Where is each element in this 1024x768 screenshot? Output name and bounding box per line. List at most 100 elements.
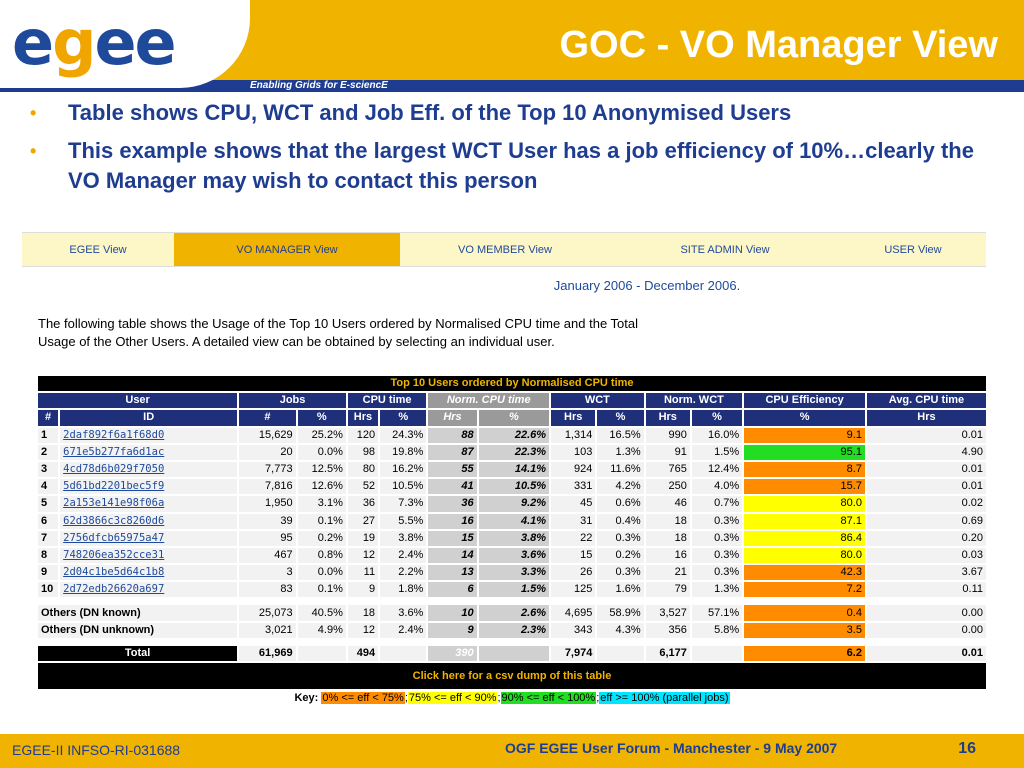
cell-cpu: 12 bbox=[347, 547, 379, 564]
cell-avg-cpu: 0.03 bbox=[866, 547, 986, 564]
cell-avg-cpu: 3.67 bbox=[866, 565, 986, 581]
cell-avg-cpu: 0.01 bbox=[866, 427, 986, 443]
cell-ncpu-pct: 14.1% bbox=[478, 461, 550, 478]
cell-jobs-pct: 0.1% bbox=[297, 513, 346, 529]
total-jobs: 61,969 bbox=[239, 645, 296, 661]
header-user: User bbox=[38, 393, 238, 409]
user-id-link[interactable]: 2a153e141e98f06a bbox=[60, 496, 238, 512]
cell-avg-cpu: 4.90 bbox=[866, 444, 986, 460]
total-row: Total 61,969 494 390 7,974 6,177 6.2 0.01 bbox=[38, 645, 986, 661]
user-id-link[interactable]: 4cd78d6b029f7050 bbox=[60, 461, 238, 478]
bullet-icon: • bbox=[30, 141, 37, 161]
cell-ncpu-pct: 3.6% bbox=[478, 547, 550, 564]
cell-cpu-pct: 5.5% bbox=[380, 513, 427, 529]
cell-avg-cpu: 0.02 bbox=[866, 496, 986, 512]
bullet-item: • This example shows that the largest WCT… bbox=[30, 136, 1010, 196]
tab-egee-view[interactable]: EGEE View bbox=[69, 243, 127, 256]
cell-nwct-pct: 0.3% bbox=[691, 513, 743, 529]
cell-nwct-pct: 0.3% bbox=[691, 530, 743, 546]
cell-wct-pct: 0.2% bbox=[597, 547, 644, 564]
user-id-link[interactable]: 2d04c1be5d64c1b8 bbox=[60, 565, 238, 581]
page-number: 16 bbox=[958, 740, 976, 757]
cell-nwct-pct: 4.0% bbox=[691, 479, 743, 495]
cell-efficiency: 9.1 bbox=[744, 427, 865, 443]
user-id-link[interactable]: 62d3866c3c8260d6 bbox=[60, 513, 238, 529]
tab-vo-member-view[interactable]: VO MEMBER View bbox=[458, 243, 552, 256]
subheader-avg-hrs: Hrs bbox=[866, 410, 986, 426]
cell-ncpu: 13 bbox=[428, 565, 477, 581]
user-id-link[interactable]: 2756dfcb65975a47 bbox=[60, 530, 238, 546]
key-swatch: 90% <= eff < 100% bbox=[500, 692, 597, 705]
row-rank: 7 bbox=[38, 530, 59, 546]
cell-nwct-pct: 57.1% bbox=[691, 605, 743, 621]
egee-logo-text: egee bbox=[12, 6, 177, 79]
subheader-cpu-hrs: Hrs bbox=[347, 410, 379, 426]
others-label: Others (DN unknown) bbox=[38, 622, 238, 638]
cell-cpu-pct: 2.2% bbox=[380, 565, 427, 581]
cell-jobs: 467 bbox=[239, 547, 296, 564]
cell-jobs-pct: 0.1% bbox=[297, 582, 346, 598]
cell-ncpu: 6 bbox=[428, 582, 477, 598]
cell-wct: 45 bbox=[551, 496, 596, 512]
user-id-link[interactable]: 5d61bd2201bec5f9 bbox=[60, 479, 238, 495]
cell-jobs-pct: 0.2% bbox=[297, 530, 346, 546]
key-label: Key: bbox=[294, 692, 319, 705]
cell-jobs: 3,021 bbox=[239, 622, 296, 638]
row-gap bbox=[38, 599, 986, 604]
cell-nwct: 18 bbox=[645, 513, 690, 529]
cell-efficiency: 42.3 bbox=[744, 565, 865, 581]
table-row: 1 2daf892f6a1f68d0 15,629 25.2% 120 24.3% 88 22… bbox=[38, 427, 986, 443]
user-id-link[interactable]: 748206ea352cce31 bbox=[60, 547, 238, 564]
cell-wct-pct: 16.5% bbox=[597, 427, 644, 443]
user-id-link[interactable]: 2d72edb26620a697 bbox=[60, 582, 238, 598]
others-label: Others (DN known) bbox=[38, 605, 238, 621]
user-id-link[interactable]: 2daf892f6a1f68d0 bbox=[60, 427, 238, 443]
tab-user-view[interactable]: USER View bbox=[884, 243, 942, 256]
egee-logo: egee bbox=[0, 0, 250, 88]
cell-jobs: 20 bbox=[239, 444, 296, 460]
cell-wct: 26 bbox=[551, 565, 596, 581]
cell-efficiency: 0.4 bbox=[744, 605, 865, 621]
header-norm-cpu-time: Norm. CPU time bbox=[428, 393, 550, 409]
user-id-link[interactable]: 671e5b277fa6d1ac bbox=[60, 444, 238, 460]
cell-nwct-pct: 16.0% bbox=[691, 427, 743, 443]
cell-jobs-pct: 40.5% bbox=[297, 605, 346, 621]
cell-ncpu: 41 bbox=[428, 479, 477, 495]
cell-wct: 4,695 bbox=[551, 605, 596, 621]
cell-cpu-pct: 3.8% bbox=[380, 530, 427, 546]
tab-vo-manager-view[interactable]: VO MANAGER View bbox=[174, 233, 400, 266]
subheader-jobs-count: # bbox=[239, 410, 296, 426]
header-cpu-time: CPU time bbox=[347, 393, 427, 409]
subheader-nwct-pct: % bbox=[691, 410, 743, 426]
total-ncpu: 390 bbox=[428, 645, 477, 661]
cell-efficiency: 15.7 bbox=[744, 479, 865, 495]
total-cpu: 494 bbox=[347, 645, 379, 661]
csv-row: Click here for a csv dump of this table bbox=[38, 663, 986, 689]
header-wct: WCT bbox=[551, 393, 644, 409]
cell-avg-cpu: 0.11 bbox=[866, 582, 986, 598]
cell-cpu-pct: 2.4% bbox=[380, 547, 427, 564]
subheader-jobs-pct: % bbox=[297, 410, 346, 426]
cell-efficiency: 80.0 bbox=[744, 547, 865, 564]
cell-jobs: 83 bbox=[239, 582, 296, 598]
cell-wct: 1,314 bbox=[551, 427, 596, 443]
total-blank bbox=[597, 645, 644, 661]
cell-ncpu-pct: 3.8% bbox=[478, 530, 550, 546]
usage-table: Top 10 Users ordered by Normalised CPU t… bbox=[36, 374, 988, 708]
tab-site-admin-view[interactable]: SITE ADMIN View bbox=[680, 243, 770, 256]
cell-nwct: 21 bbox=[645, 565, 690, 581]
subheader-cpu-pct: % bbox=[380, 410, 427, 426]
cell-jobs-pct: 25.2% bbox=[297, 427, 346, 443]
cell-avg-cpu: 0.20 bbox=[866, 530, 986, 546]
total-nwct: 6,177 bbox=[645, 645, 690, 661]
cell-ncpu: 87 bbox=[428, 444, 477, 460]
key-separator: ; bbox=[404, 692, 408, 705]
table-caption-row: Top 10 Users ordered by Normalised CPU t… bbox=[38, 376, 986, 392]
row-rank: 8 bbox=[38, 547, 59, 564]
cell-nwct: 250 bbox=[645, 479, 690, 495]
csv-dump-link[interactable]: Click here for a csv dump of this table bbox=[38, 663, 986, 689]
footer-project-id: EGEE-II INFSO-RI-031688 bbox=[12, 742, 181, 758]
cell-jobs-pct: 0.0% bbox=[297, 565, 346, 581]
cell-cpu: 19 bbox=[347, 530, 379, 546]
cell-ncpu: 10 bbox=[428, 605, 477, 621]
